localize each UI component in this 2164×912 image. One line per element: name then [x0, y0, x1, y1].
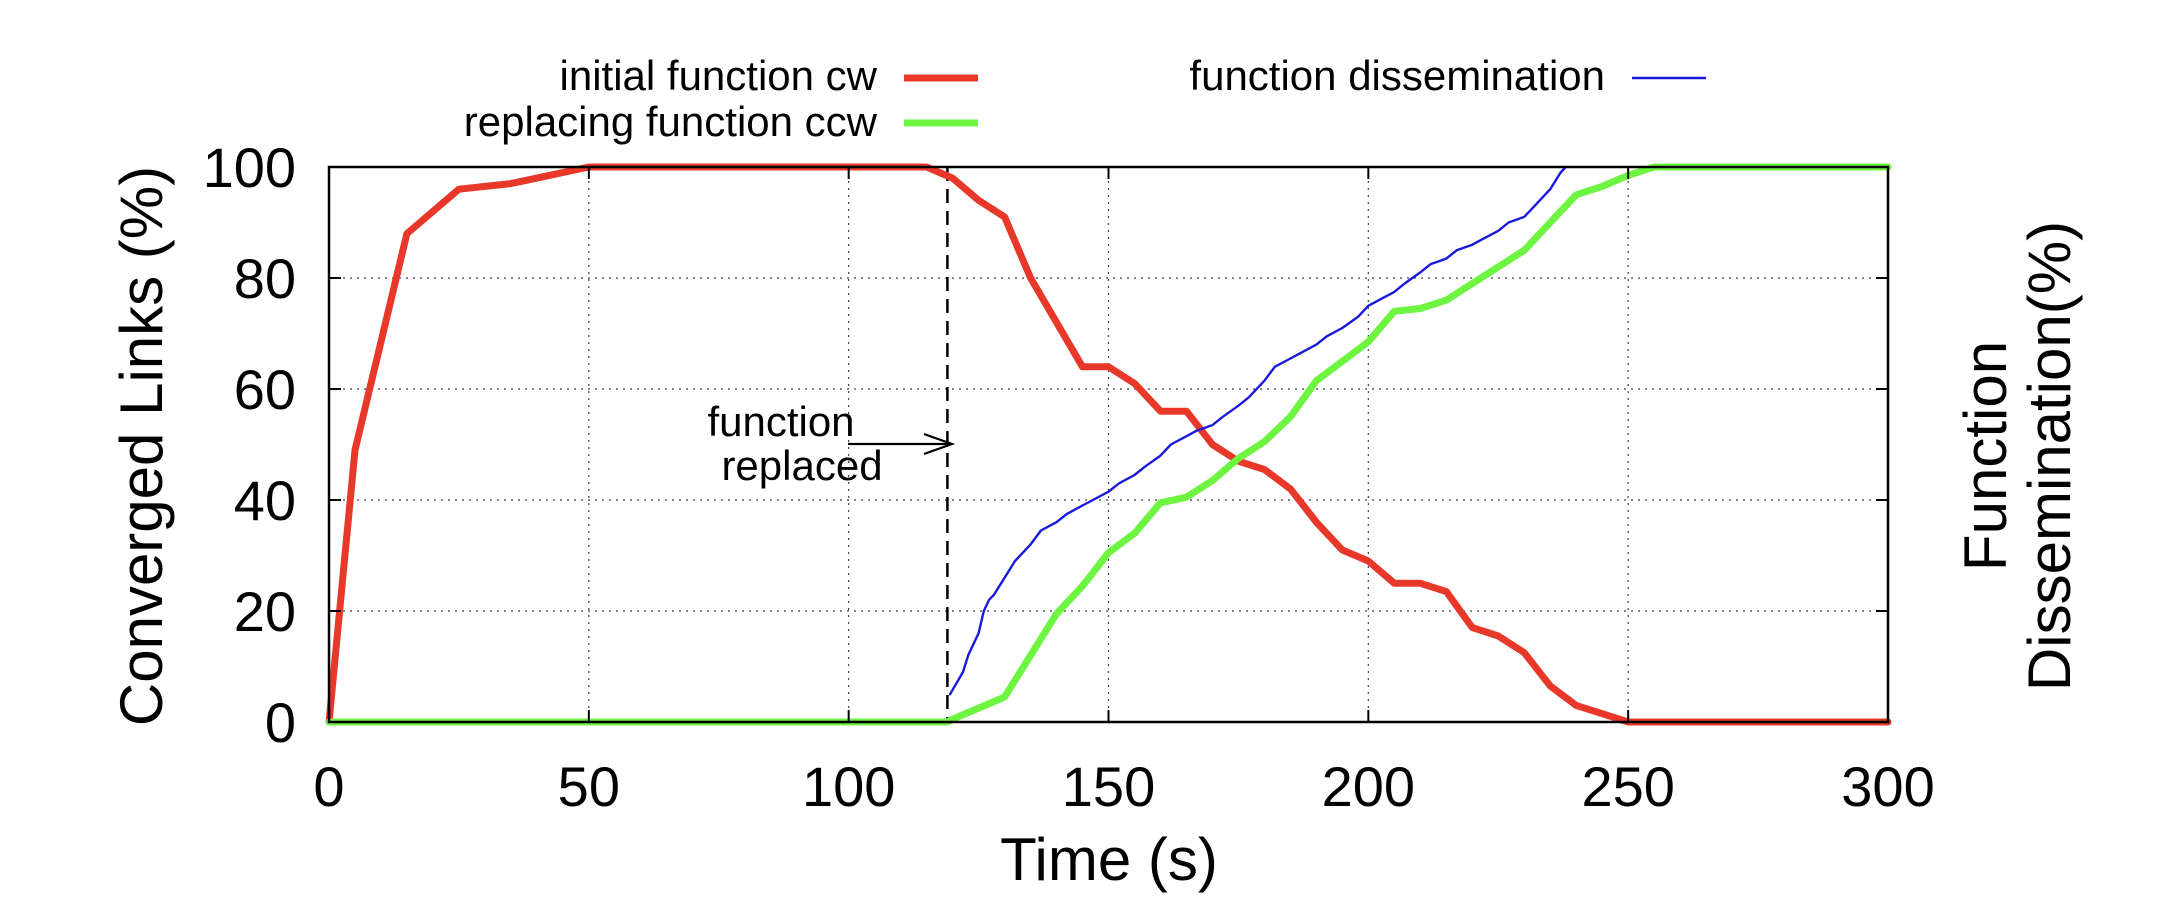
y-tick-labels: 0 20 40 60 80 100 — [203, 136, 296, 754]
y-axis-title: Converged Links (%) — [108, 166, 175, 726]
series-initial-function-cw — [325, 163, 1892, 726]
y-tick-label: 60 — [234, 358, 296, 421]
annotation-text-line2: replaced — [721, 442, 882, 489]
y-tick-label: 100 — [203, 136, 296, 199]
legend-label-dissemination: function dissemination — [1189, 52, 1605, 99]
annotation-text-line1: function — [707, 398, 854, 445]
y-tick-label: 80 — [234, 247, 296, 310]
annotation-arrowhead — [923, 432, 956, 456]
series-layer — [325, 163, 1892, 726]
x-tick-labels: 0 50 100 150 200 250 300 — [313, 755, 1934, 818]
legend-label-replacing-ccw: replacing function ccw — [464, 98, 878, 145]
y2-axis-title-line2: Dissemination(%) — [2016, 221, 2083, 691]
x-axis-title: Time (s) — [1000, 826, 1218, 893]
tick-marks — [328, 166, 1889, 723]
x-tick-label: 50 — [558, 755, 620, 818]
y-tick-label: 20 — [234, 580, 296, 643]
x-tick-label: 200 — [1322, 755, 1415, 818]
function-replaced-annotation: function replaced — [707, 398, 956, 489]
series-function-dissemination — [948, 165, 1568, 696]
x-tick-label: 0 — [313, 755, 344, 818]
legend: initial function cw replacing function c… — [464, 52, 1706, 145]
x-tick-label: 100 — [802, 755, 895, 818]
x-tick-label: 300 — [1841, 755, 1934, 818]
y-tick-label: 0 — [265, 691, 296, 754]
y-tick-label: 40 — [234, 469, 296, 532]
legend-label-initial-cw: initial function cw — [560, 52, 878, 99]
y2-axis-title-line1: Function — [1952, 341, 2019, 571]
plot-frame — [327, 165, 1890, 724]
grid — [329, 167, 1888, 722]
x-tick-label: 150 — [1062, 755, 1155, 818]
series-replacing-function-ccw — [325, 163, 1892, 726]
x-tick-label: 250 — [1581, 755, 1674, 818]
